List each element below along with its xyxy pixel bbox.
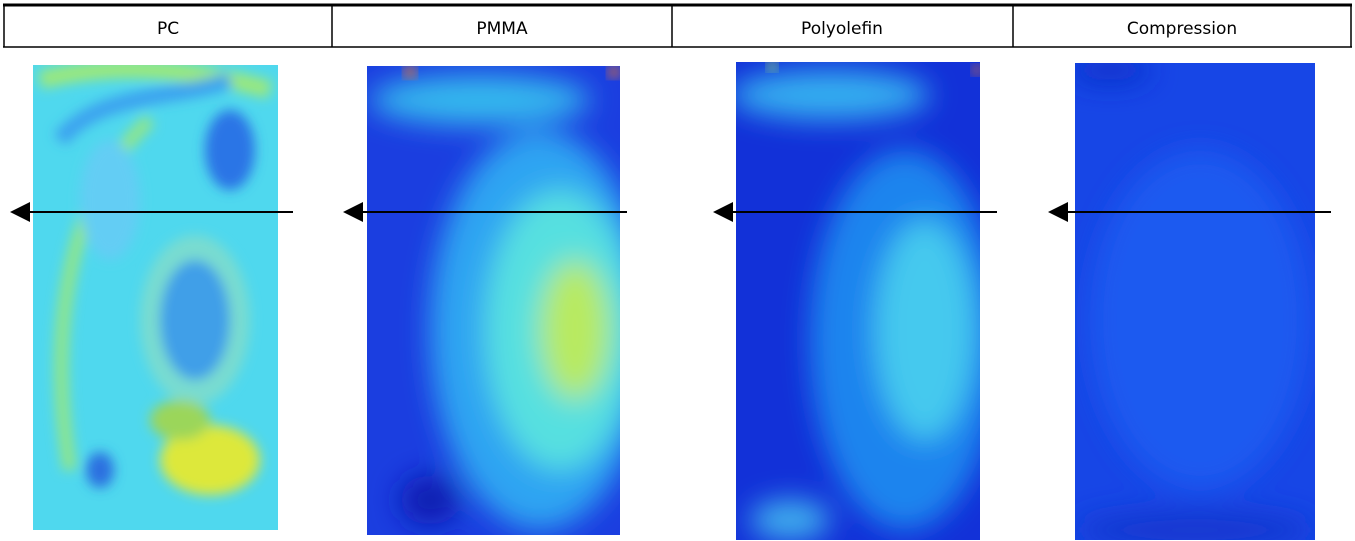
header-table: PC PMMA Polyolefin Compression — [3, 3, 1352, 48]
column-header: Polyolefin — [801, 19, 883, 39]
stress-map-pmma — [367, 66, 620, 535]
column-header: PC — [157, 19, 179, 39]
stress-map-pc — [33, 65, 278, 530]
column-header: PMMA — [476, 19, 528, 39]
column-header: Compression — [1127, 19, 1237, 39]
stress-map-compression — [1075, 63, 1315, 540]
stress-map-polyolefin — [736, 62, 980, 540]
